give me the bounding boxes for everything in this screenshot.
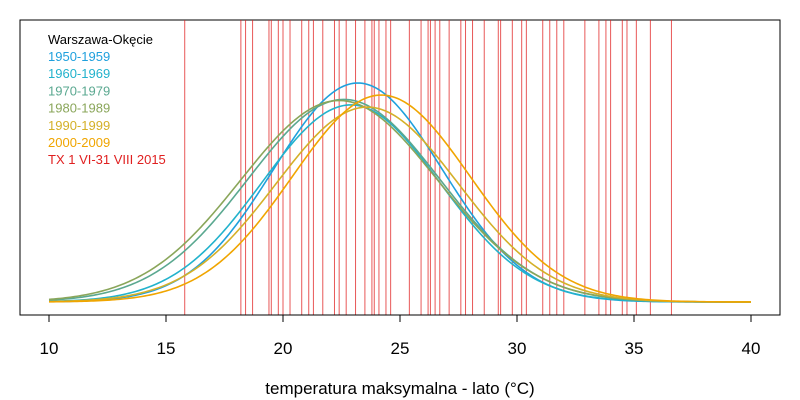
x-axis-label: temperatura maksymalna - lato (°C) bbox=[265, 379, 534, 398]
legend-entry: 2000-2009 bbox=[48, 135, 110, 150]
x-tick-label: 40 bbox=[742, 339, 761, 358]
density-curve-1960-1969 bbox=[48, 104, 751, 303]
x-tick-label: 25 bbox=[391, 339, 410, 358]
legend-title: Warszawa-Okęcie bbox=[48, 32, 153, 47]
x-tick-label: 30 bbox=[508, 339, 527, 358]
density-curves bbox=[48, 82, 752, 303]
x-tick-label: 10 bbox=[40, 339, 59, 358]
density-curve-1990-1999 bbox=[48, 106, 751, 303]
legend-entry: 1970-1979 bbox=[48, 83, 110, 98]
x-axis: 10 15 20 25 30 35 40 bbox=[40, 314, 761, 358]
legend-entry: TX 1 VI-31 VIII 2015 bbox=[48, 152, 166, 167]
density-curve-1950-1959 bbox=[48, 82, 751, 303]
x-tick-label: 20 bbox=[274, 339, 293, 358]
legend-entry: 1980-1989 bbox=[48, 101, 110, 116]
legend: Warszawa-Okęcie 1950-1959 1960-1969 1970-1… bbox=[48, 32, 166, 167]
x-tick-label: 35 bbox=[625, 339, 644, 358]
x-tick-label: 15 bbox=[157, 339, 176, 358]
legend-entry: 1950-1959 bbox=[48, 49, 110, 64]
density-curve-1970-1979 bbox=[48, 98, 752, 303]
plot-frame bbox=[19, 19, 781, 316]
density-curve-2000-2009 bbox=[48, 94, 751, 303]
legend-entry: 1960-1969 bbox=[48, 66, 110, 81]
legend-entry: 1990-1999 bbox=[48, 118, 110, 133]
